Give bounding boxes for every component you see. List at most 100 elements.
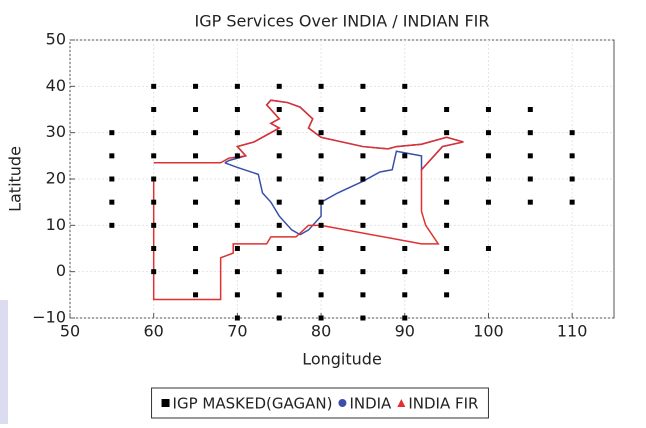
- igp-point: [444, 199, 450, 205]
- igp-point: [151, 107, 157, 112]
- igp-point: [151, 130, 157, 136]
- igp-point: [234, 315, 240, 321]
- igp-point: [402, 83, 408, 89]
- igp-point: [151, 222, 157, 228]
- igp-point: [360, 153, 366, 159]
- x-tick-label: 90: [395, 322, 415, 341]
- igp-point: [151, 153, 157, 159]
- igp-point: [276, 107, 282, 112]
- igp-point: [276, 83, 282, 89]
- igp-point: [402, 153, 408, 159]
- igp-point: [402, 107, 408, 112]
- igp-point: [276, 153, 282, 159]
- igp-point: [485, 246, 491, 251]
- igp-point: [193, 292, 199, 298]
- igp-point: [318, 199, 324, 205]
- legend-item: INDIA: [338, 395, 392, 413]
- x-tick-label: 60: [144, 322, 164, 341]
- igp-point: [318, 107, 324, 112]
- igp-point: [193, 246, 199, 251]
- igp-point: [151, 269, 157, 275]
- igp-point: [234, 246, 240, 251]
- legend-marker: [161, 399, 170, 407]
- x-axis-label: Longitude: [302, 350, 382, 369]
- igp-point: [234, 222, 240, 228]
- igp-point: [193, 107, 199, 112]
- x-tick-label: 70: [227, 322, 247, 341]
- igp-point: [402, 199, 408, 205]
- igp-point: [276, 246, 282, 251]
- igp-point: [318, 83, 324, 89]
- igp-point: [444, 130, 450, 136]
- igp-point: [276, 130, 282, 136]
- igp-point: [569, 199, 575, 205]
- igp-point: [360, 130, 366, 136]
- igp-point: [234, 292, 240, 298]
- igp-point: [109, 130, 115, 136]
- igp-point: [360, 315, 366, 321]
- igp-point: [444, 246, 450, 251]
- igp-point: [360, 269, 366, 275]
- igp-point: [360, 199, 366, 205]
- legend-label: INDIA: [349, 395, 392, 413]
- y-tick-label: 0: [56, 261, 66, 280]
- igp-point: [569, 153, 575, 159]
- igp-point: [527, 176, 533, 182]
- outline: [152, 99, 464, 301]
- igp-point: [276, 269, 282, 275]
- igp-point: [318, 246, 324, 251]
- igp-point: [234, 153, 240, 159]
- igp-point: [360, 222, 366, 228]
- y-tick-label: 20: [46, 169, 66, 188]
- igp-point: [318, 130, 324, 136]
- igp-point: [485, 153, 491, 159]
- igp-point: [402, 176, 408, 182]
- igp-point: [234, 83, 240, 89]
- igp-point: [527, 199, 533, 205]
- igp-point: [360, 246, 366, 251]
- igp-point: [444, 222, 450, 228]
- legend-item: INDIA FIR: [397, 395, 478, 413]
- igp-point: [276, 176, 282, 182]
- igp-point: [234, 107, 240, 112]
- igp-point: [569, 130, 575, 136]
- y-tick-label: 40: [46, 76, 66, 95]
- legend-box: [151, 387, 489, 419]
- y-tick-label: 30: [46, 122, 66, 141]
- legend-marker: [338, 399, 347, 407]
- y-tick-label: −10: [32, 308, 66, 327]
- igp-point: [318, 315, 324, 321]
- igp-point: [318, 292, 324, 298]
- igp-point: [109, 199, 115, 205]
- igp-point: [360, 292, 366, 298]
- igp-point: [276, 222, 282, 228]
- x-tick-label: 100: [473, 322, 504, 341]
- igp-point: [444, 176, 450, 182]
- igp-point: [569, 176, 575, 182]
- igp-point: [234, 130, 240, 136]
- igp-point: [360, 176, 366, 182]
- igp-point: [151, 199, 157, 205]
- igp-point: [109, 222, 115, 228]
- igp-point: [485, 199, 491, 205]
- igp-point: [193, 199, 199, 205]
- igp-point: [402, 246, 408, 251]
- igp-point: [276, 292, 282, 298]
- y-tick-label: 50: [46, 30, 66, 49]
- igp-point: [485, 107, 491, 112]
- igp-point: [318, 222, 324, 228]
- legend: IGP MASKED(GAGAN) INDIA INDIA FIR: [151, 387, 489, 419]
- igp-point: [402, 222, 408, 228]
- igp-point: [527, 153, 533, 159]
- igp-point: [276, 315, 282, 321]
- chart-title: IGP Services Over INDIA / INDIAN FIR: [195, 12, 490, 31]
- igp-point: [402, 292, 408, 298]
- legend-item: IGP MASKED(GAGAN): [161, 395, 333, 413]
- legend-label: IGP MASKED(GAGAN): [173, 395, 333, 413]
- igp-point: [193, 269, 199, 275]
- igp-point: [318, 153, 324, 159]
- igp-point: [234, 269, 240, 275]
- igp-point: [276, 199, 282, 205]
- igp-point: [444, 269, 450, 275]
